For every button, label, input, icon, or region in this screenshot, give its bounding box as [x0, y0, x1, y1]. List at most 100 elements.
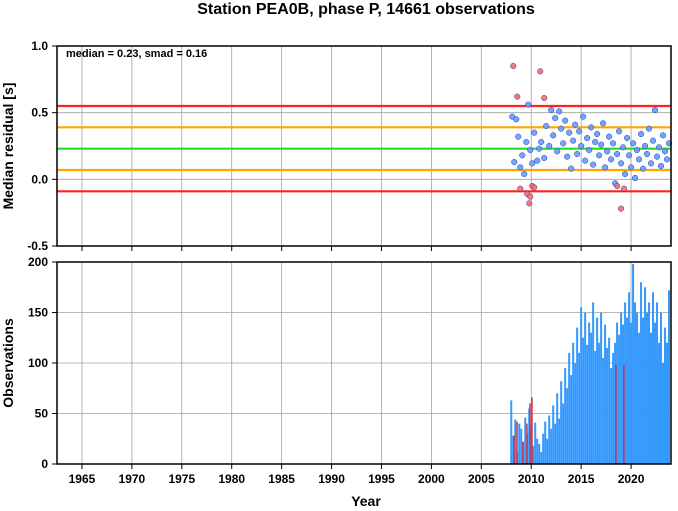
- residual-point: [614, 150, 621, 158]
- observations-y-tick-label: 150: [28, 306, 48, 320]
- residual-point: [529, 160, 536, 167]
- x-tick-label: 2005: [468, 472, 495, 486]
- residual-outlier-point: [510, 62, 517, 70]
- observation-bar: [608, 337, 611, 464]
- observation-bar-flagged: [513, 435, 515, 464]
- residual-outlier-point: [537, 68, 544, 75]
- observation-bar: [572, 342, 575, 464]
- residual-point: [574, 150, 581, 158]
- observation-bar-flagged: [531, 397, 533, 464]
- residual-outlier-point: [514, 93, 521, 100]
- residual-point: [570, 137, 577, 144]
- residual-point: [659, 132, 667, 139]
- residual-point: [641, 142, 649, 150]
- residual-plot-area: [57, 46, 671, 246]
- observation-bar: [656, 302, 659, 464]
- observation-bar: [538, 443, 541, 464]
- residual-point: [602, 164, 609, 171]
- observation-bar: [518, 423, 521, 464]
- observation-bar: [662, 363, 665, 464]
- residual-point: [637, 130, 645, 138]
- residual-point: [534, 157, 541, 164]
- residual-points: [509, 62, 673, 212]
- observation-bar: [534, 422, 537, 464]
- residual-point: [550, 132, 557, 139]
- observation-bar-flagged: [615, 365, 617, 464]
- residual-point: [538, 138, 545, 146]
- observation-bar: [666, 342, 669, 464]
- observation-bar: [510, 400, 513, 464]
- observations-y-axis-label: Observations: [0, 318, 16, 408]
- residual-point: [521, 170, 528, 178]
- residual-point: [655, 144, 663, 151]
- residual-y-tick-label: 0.5: [31, 106, 48, 120]
- residual-point: [596, 152, 603, 159]
- residual-point: [580, 113, 587, 120]
- residual-outlier-point: [527, 193, 534, 200]
- observation-bar: [532, 445, 535, 464]
- residual-point: [552, 114, 559, 122]
- observation-bar: [654, 322, 657, 464]
- residual-outlier-point: [614, 182, 621, 190]
- residual-outlier-point: [541, 94, 548, 102]
- observation-bar: [644, 287, 647, 464]
- observation-bar: [540, 451, 543, 464]
- residual-point: [566, 129, 573, 136]
- residual-point: [548, 106, 555, 114]
- observation-bar: [660, 312, 663, 464]
- residual-point: [651, 106, 659, 114]
- residual-point: [606, 133, 613, 140]
- observation-bar: [600, 312, 603, 464]
- residual-outlier-point: [517, 185, 524, 192]
- residual-y-tick-label: 0.0: [31, 172, 48, 186]
- x-tick-label: 1990: [318, 472, 345, 486]
- observation-bar: [564, 368, 567, 464]
- residual-point: [634, 146, 641, 154]
- observation-bar: [648, 302, 651, 464]
- residual-point: [546, 142, 553, 150]
- x-tick-label: 2015: [568, 472, 595, 486]
- residual-point: [632, 174, 639, 182]
- residual-point: [584, 134, 591, 142]
- observation-bar: [592, 302, 595, 464]
- observation-bar: [632, 264, 635, 464]
- observation-bar: [620, 312, 623, 464]
- observation-bar: [544, 421, 547, 464]
- residual-point: [592, 138, 599, 146]
- x-tick-label: 2000: [418, 472, 445, 486]
- residual-point: [527, 146, 534, 154]
- residual-point: [628, 164, 635, 171]
- residual-point: [556, 108, 563, 115]
- residual-point: [643, 150, 651, 158]
- residual-point: [630, 140, 637, 147]
- residual-outlier-point: [526, 200, 533, 207]
- x-tick-label: 1965: [69, 472, 96, 486]
- observation-bar: [582, 337, 585, 464]
- residual-point: [562, 117, 569, 124]
- residual-point: [618, 160, 625, 167]
- residual-point: [582, 157, 589, 164]
- residual-point: [531, 129, 538, 136]
- residual-point: [576, 128, 583, 135]
- residual-point: [608, 156, 615, 163]
- residual-point: [610, 140, 617, 147]
- residual-point: [663, 156, 671, 163]
- residual-point: [639, 165, 647, 172]
- residual-point: [523, 138, 530, 146]
- residual-point: [572, 121, 579, 128]
- observation-bar: [558, 418, 561, 464]
- observation-bar: [616, 322, 619, 464]
- residual-y-tick-label: -0.5: [27, 239, 48, 253]
- x-tick-label: 2010: [518, 472, 545, 486]
- observation-bar: [664, 327, 667, 464]
- observation-bar: [646, 312, 649, 464]
- observation-bar-flagged: [529, 403, 531, 464]
- residual-point: [622, 170, 629, 178]
- residual-point: [525, 101, 532, 108]
- observation-bar-flagged: [522, 441, 524, 464]
- observation-bar: [630, 322, 633, 464]
- observation-bar: [560, 381, 563, 464]
- residual-x-ticks: [81, 246, 632, 251]
- residual-point: [578, 142, 585, 150]
